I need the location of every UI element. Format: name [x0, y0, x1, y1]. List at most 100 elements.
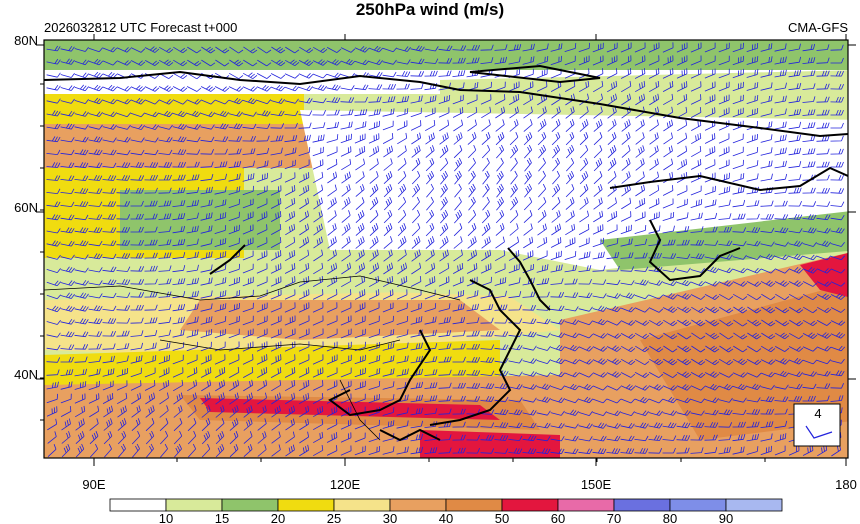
- wind-barb: [299, 431, 309, 444]
- wind-barb: [760, 408, 774, 415]
- wind-barb: [480, 344, 495, 350]
- wind-barb: [60, 58, 75, 65]
- wind-barb: [398, 196, 407, 211]
- wind-barb: [46, 136, 61, 143]
- wind-barb: [383, 145, 393, 158]
- wind-barb: [284, 276, 296, 287]
- wind-barb: [46, 123, 61, 130]
- wind-barb: [88, 124, 103, 130]
- wind-barb: [788, 253, 804, 261]
- wind-barb: [648, 422, 663, 429]
- wind-barb: [144, 187, 158, 194]
- wind-barb: [172, 278, 186, 285]
- wind-barb: [298, 172, 310, 183]
- wind-barb: [537, 197, 547, 211]
- wind-barb: [299, 223, 309, 236]
- legend-level-label: 90: [719, 511, 733, 524]
- wind-barb: [524, 144, 533, 159]
- wind-barb: [662, 306, 678, 313]
- wind-barb: [538, 183, 547, 198]
- legend-swatch: [557, 498, 615, 512]
- wind-barb: [788, 174, 802, 181]
- wind-barb: [452, 107, 464, 118]
- wind-barb: [816, 370, 831, 377]
- wind-barb: [256, 198, 268, 209]
- wind-barb: [634, 448, 649, 454]
- wind-barb: [802, 214, 817, 220]
- wind-barb: [186, 199, 199, 208]
- wind-barb: [747, 332, 762, 340]
- wind-barb: [285, 210, 296, 223]
- wind-barb: [354, 341, 366, 352]
- wind-barb: [131, 430, 141, 445]
- wind-barb: [410, 71, 425, 77]
- wind-barb: [326, 121, 339, 130]
- wind-barb: [522, 409, 537, 416]
- wind-barb: [60, 344, 75, 350]
- wind-barb: [802, 254, 818, 261]
- wind-barb: [592, 358, 608, 365]
- wind-barb: [60, 266, 75, 273]
- wind-barb: [621, 132, 631, 145]
- wind-barb: [564, 383, 580, 391]
- wind-barb: [691, 132, 702, 145]
- wind-barb: [313, 197, 323, 210]
- wind-barb: [732, 240, 747, 247]
- wind-barb: [340, 380, 352, 391]
- wind-barb: [89, 418, 99, 431]
- wind-barb: [677, 158, 688, 171]
- wind-barb: [396, 289, 408, 300]
- wind-barb: [410, 355, 423, 364]
- wind-barb: [228, 86, 244, 92]
- wind-barb: [802, 201, 817, 207]
- wind-barb: [425, 145, 435, 158]
- wind-barb: [411, 223, 421, 237]
- wind-barb: [284, 135, 298, 143]
- wind-barb: [496, 157, 504, 172]
- wind-barb: [60, 318, 75, 325]
- wind-barb: [746, 95, 759, 104]
- wind-barb: [284, 328, 296, 339]
- wind-barb: [452, 408, 466, 415]
- wind-barb: [228, 136, 243, 142]
- wind-barb: [816, 201, 831, 207]
- wind-barb: [760, 421, 774, 428]
- wind-barb: [131, 392, 142, 405]
- wind-barb: [732, 199, 746, 208]
- wind-barb: [690, 199, 703, 208]
- wind-barb: [494, 370, 509, 377]
- wind-barb: [355, 262, 365, 275]
- wind-barb: [270, 289, 282, 300]
- wind-barb: [116, 266, 131, 272]
- wind-barb: [74, 72, 90, 79]
- wind-barb: [354, 289, 366, 300]
- legend-level-label: 20: [271, 511, 285, 524]
- wind-barb: [102, 149, 117, 156]
- wind-barb: [74, 240, 89, 247]
- wind-barb: [186, 354, 198, 365]
- wind-barb: [564, 344, 580, 352]
- wind-barb: [592, 346, 608, 352]
- wind-barb: [397, 275, 408, 287]
- wind-barb: [298, 380, 310, 391]
- wind-barb: [270, 276, 282, 287]
- wind-barb: [634, 307, 650, 313]
- wind-barb: [452, 395, 466, 402]
- wind-barb: [74, 331, 89, 338]
- wind-barb: [677, 332, 692, 340]
- wind-barb: [761, 319, 776, 327]
- wind-barb: [368, 120, 380, 131]
- wind-barb: [788, 43, 801, 52]
- wind-barb: [88, 47, 104, 53]
- wind-barb: [368, 302, 380, 313]
- wind-barb: [158, 124, 173, 130]
- wind-barb: [746, 107, 759, 117]
- wind-barb: [663, 345, 678, 353]
- wind-barb: [522, 56, 535, 65]
- wind-barb: [481, 132, 491, 145]
- wind-barb: [775, 332, 790, 340]
- wind-barb: [620, 320, 636, 326]
- wind-barb: [410, 316, 423, 325]
- wind-barb: [452, 316, 466, 325]
